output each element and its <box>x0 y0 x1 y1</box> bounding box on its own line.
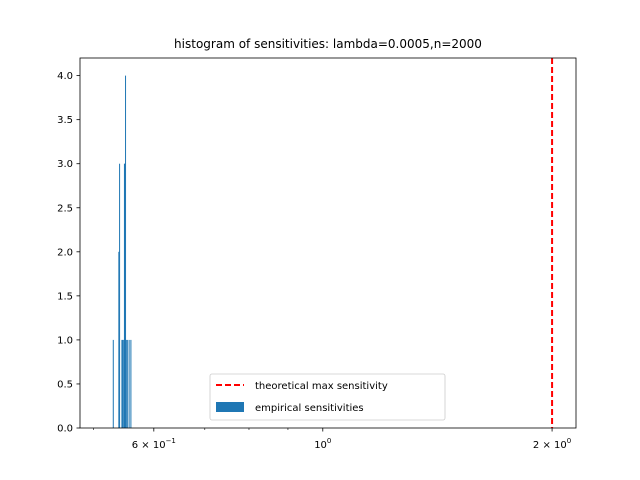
chart-title: histogram of sensitivities: lambda=0.000… <box>174 37 482 51</box>
y-tick-label: 2.5 <box>57 203 73 214</box>
histogram-bar <box>123 339 125 428</box>
y-tick-label: 2.0 <box>57 247 73 258</box>
histogram-bar <box>125 75 127 428</box>
histogram-bar <box>130 339 132 428</box>
x-tick-label: 6 × 10−1 <box>132 437 176 451</box>
y-axis: 0.0 0.5 1.0 1.5 2.0 2.5 3.0 3.5 4.0 <box>57 71 80 435</box>
histogram-bar <box>126 339 128 428</box>
y-tick-label: 3.5 <box>57 115 73 126</box>
histogram-bar <box>128 339 130 428</box>
histogram-bar <box>118 251 120 428</box>
legend-label-empirical: empirical sensitivities <box>255 403 364 414</box>
y-tick-label: 1.5 <box>57 291 73 302</box>
y-tick-label: 0.5 <box>57 379 73 390</box>
histogram-bar <box>124 163 126 428</box>
x-axis: 6 × 10−1 100 2 × 100 <box>93 428 571 451</box>
histogram-bar <box>121 339 123 428</box>
histogram-bar <box>119 163 121 428</box>
legend-frame <box>209 373 446 421</box>
y-tick-label: 4.0 <box>57 71 73 82</box>
legend-swatch-empirical <box>216 402 244 412</box>
histogram-bar <box>125 339 127 428</box>
histogram-bars <box>112 75 132 428</box>
plot-area-frame <box>79 57 577 429</box>
histogram-bar <box>112 339 114 428</box>
x-tick-label: 2 × 100 <box>533 437 571 451</box>
y-tick-label: 0.0 <box>57 424 73 435</box>
legend-label-theoretical-max: theoretical max sensitivity <box>255 381 388 392</box>
histogram-bar <box>122 339 124 428</box>
y-tick-label: 1.0 <box>57 335 73 346</box>
legend: theoretical max sensitivity empirical se… <box>209 373 446 421</box>
x-tick-label: 100 <box>314 437 331 451</box>
y-tick-label: 3.0 <box>57 159 73 170</box>
